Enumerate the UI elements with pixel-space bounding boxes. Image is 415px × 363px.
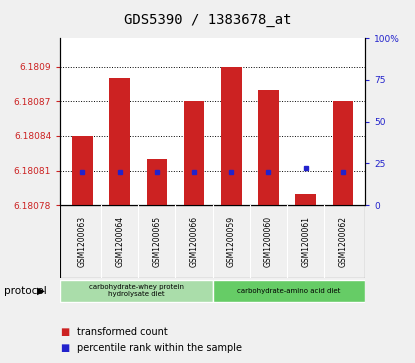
Text: ■: ■ xyxy=(60,327,69,337)
Bar xyxy=(72,136,93,205)
Text: GSM1200063: GSM1200063 xyxy=(78,216,87,267)
Text: GSM1200066: GSM1200066 xyxy=(190,216,199,267)
Bar xyxy=(146,159,167,205)
Text: carbohydrate-amino acid diet: carbohydrate-amino acid diet xyxy=(237,288,341,294)
Text: GSM1200062: GSM1200062 xyxy=(338,216,347,267)
Text: protocol: protocol xyxy=(4,286,47,296)
Text: GSM1200059: GSM1200059 xyxy=(227,216,236,267)
Text: GSM1200060: GSM1200060 xyxy=(264,216,273,267)
Text: GSM1200061: GSM1200061 xyxy=(301,216,310,267)
Text: GDS5390 / 1383678_at: GDS5390 / 1383678_at xyxy=(124,13,291,27)
Text: GSM1200064: GSM1200064 xyxy=(115,216,124,267)
Text: carbohydrate-whey protein
hydrolysate diet: carbohydrate-whey protein hydrolysate di… xyxy=(89,284,184,297)
Bar xyxy=(333,101,353,205)
Bar xyxy=(110,78,130,205)
Bar xyxy=(221,67,242,205)
Text: percentile rank within the sample: percentile rank within the sample xyxy=(77,343,242,354)
Text: GSM1200065: GSM1200065 xyxy=(152,216,161,267)
Bar xyxy=(60,280,213,302)
Text: ▶: ▶ xyxy=(37,286,44,296)
Bar xyxy=(184,101,204,205)
Bar xyxy=(60,205,365,278)
Text: transformed count: transformed count xyxy=(77,327,168,337)
Bar xyxy=(295,193,316,205)
Text: ■: ■ xyxy=(60,343,69,354)
Bar xyxy=(213,280,365,302)
Bar xyxy=(258,90,279,205)
